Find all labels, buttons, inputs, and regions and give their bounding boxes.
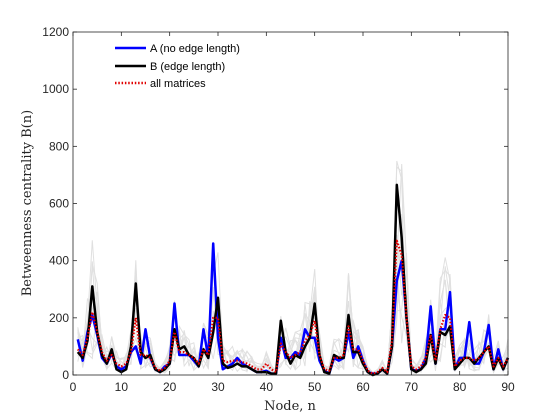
main-series-group <box>76 183 510 377</box>
y-tick-label: 200 <box>49 311 69 325</box>
series-line-1 <box>76 183 510 377</box>
x-tick-label: 70 <box>405 380 419 394</box>
legend-label-a: A (no edge length) <box>150 43 240 55</box>
axes-group: 0 10 20 30 40 50 60 70 80 90 0 200 400 600 800 1000 1200 <box>42 25 515 394</box>
legend: A (no edge length) B (edge length) all m… <box>108 40 258 90</box>
x-tick-label: 40 <box>260 380 274 394</box>
y-tick-label: 1200 <box>42 25 69 39</box>
x-tick-label: 60 <box>356 380 370 394</box>
legend-label-b: B (edge length) <box>150 61 225 73</box>
x-tick-label: 50 <box>308 380 322 394</box>
x-tick-label: 10 <box>115 380 129 394</box>
x-tick-label: 20 <box>163 380 177 394</box>
y-tick-label: 1000 <box>42 82 69 96</box>
x-tick-label: 30 <box>211 380 225 394</box>
x-tick-label: 80 <box>453 380 467 394</box>
x-axis-label: Node, n <box>264 399 316 414</box>
background-series-line <box>77 160 509 374</box>
y-tick-label: 800 <box>49 139 69 153</box>
x-tick-label: 0 <box>70 380 77 394</box>
y-tick-label: 600 <box>49 197 69 211</box>
y-tick-label: 400 <box>49 254 69 268</box>
y-tick-label: 0 <box>62 368 69 382</box>
x-tick-label: 90 <box>501 380 515 394</box>
series-line-2 <box>76 239 509 375</box>
legend-label-all: all matrices <box>150 78 206 90</box>
y-axis-label: Betweenness centrality B(n) <box>20 110 35 297</box>
